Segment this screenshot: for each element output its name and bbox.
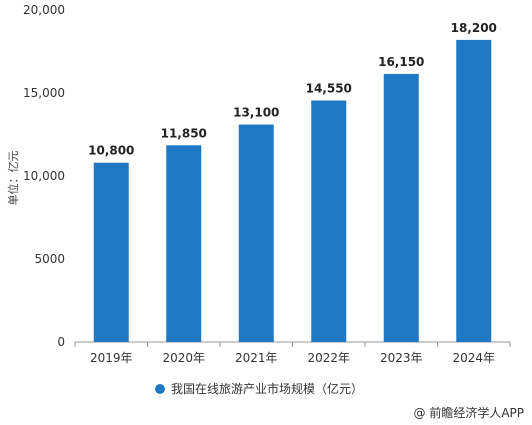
x-tick-label: 2019年 [90,351,133,365]
bar [383,73,419,342]
data-label: 18,200 [451,21,497,35]
bar [311,100,347,342]
x-tick-label: 2021年 [235,351,278,365]
data-label: 14,550 [306,81,352,95]
x-tick-label: 2020年 [162,351,205,365]
y-axis-label: 单位：亿元 [7,150,20,206]
data-label: 11,850 [161,126,207,140]
x-tick-label: 2023年 [380,351,423,365]
y-tick-label: 20,000 [23,3,65,17]
legend: 我国在线旅游产业市场规模（亿元） [155,380,363,397]
bar [238,124,274,342]
source-credit: @ 前瞻经济学人APP [413,406,525,420]
bar [166,145,202,342]
y-tick-label: 15,000 [23,86,65,100]
y-tick-label: 0 [57,335,65,349]
bar [456,39,492,342]
legend-swatch [155,383,165,394]
y-tick-label: 5000 [34,252,65,266]
x-tick-label: 2024年 [452,351,495,365]
data-label: 10,800 [88,144,134,158]
legend-label: 我国在线旅游产业市场规模（亿元） [171,382,364,396]
data-label: 16,150 [378,55,424,69]
bar [93,162,129,342]
data-label: 13,100 [233,106,279,120]
y-tick-label: 10,000 [23,169,65,183]
x-tick-label: 2022年 [307,351,350,365]
